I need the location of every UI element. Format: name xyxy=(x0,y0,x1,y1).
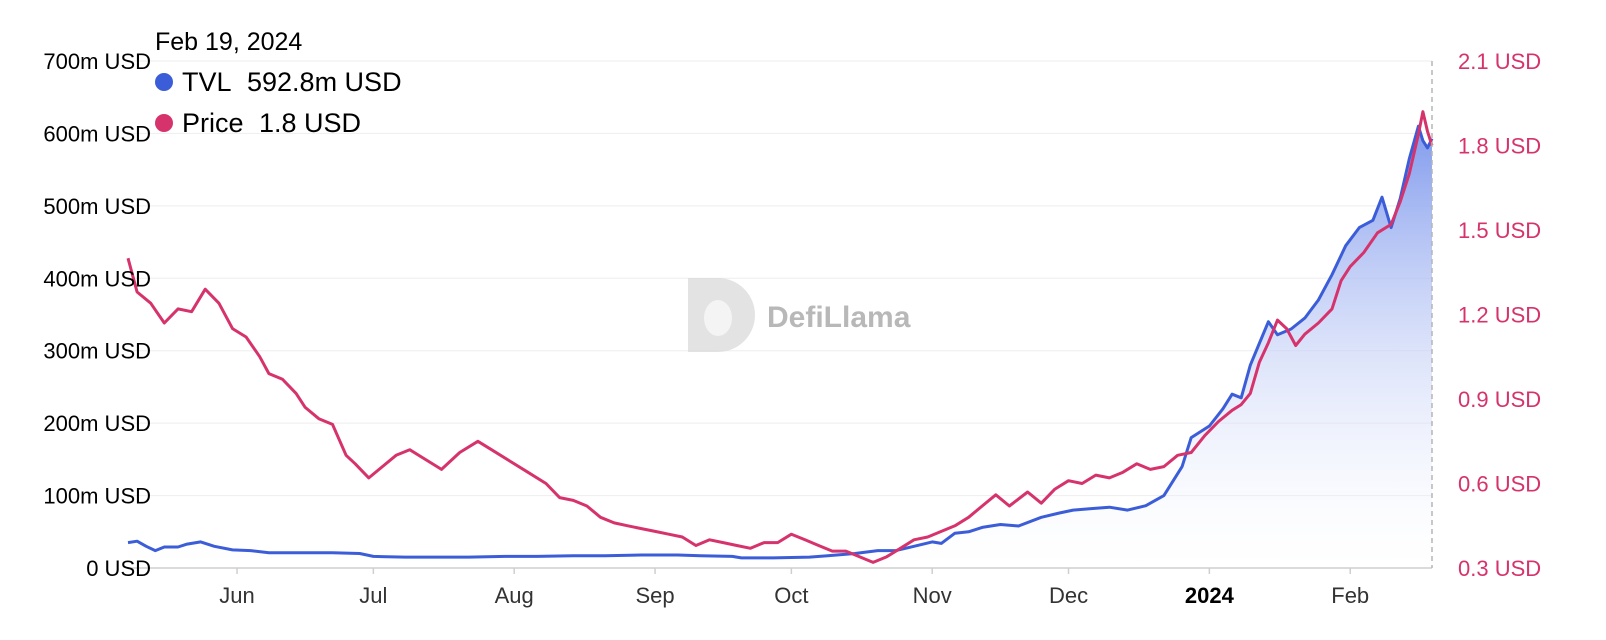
grid-lines xyxy=(128,60,1432,497)
tooltip: Feb 19, 2024 TVL 592.8m USD Price 1.8 US… xyxy=(155,28,402,138)
y-left-tick-label: 500m USD xyxy=(43,194,151,219)
x-tick-label: 2024 xyxy=(1185,583,1235,608)
y-left-tick-label: 400m USD xyxy=(43,266,151,291)
x-tick-label: Dec xyxy=(1049,583,1088,608)
x-tick-label: Feb xyxy=(1331,583,1369,608)
left-y-axis-ticks: 0 USD 100m USD 200m USD 300m USD 400m USD 500… xyxy=(43,49,151,581)
y-left-tick-label: 300m USD xyxy=(43,339,151,364)
y-left-tick-label: 700m USD xyxy=(43,49,151,74)
legend-item-tvl[interactable]: TVL 592.8m USD xyxy=(155,67,402,97)
price-dot-icon xyxy=(155,114,173,132)
x-tick-label: Jul xyxy=(359,583,387,608)
legend-price-value: 1.8 USD xyxy=(259,108,361,138)
y-left-tick-label: 100m USD xyxy=(43,484,151,509)
tooltip-date: Feb 19, 2024 xyxy=(155,28,302,56)
x-tick-label: Aug xyxy=(495,583,534,608)
watermark-text: DefiLlama xyxy=(767,301,911,334)
y-right-tick-label: 0.3 USD xyxy=(1458,556,1541,581)
axes-layer xyxy=(128,61,1433,569)
y-right-tick-label: 0.6 USD xyxy=(1458,472,1541,497)
x-tick-label: Oct xyxy=(774,583,808,608)
x-tick-label: Nov xyxy=(913,583,952,608)
price-series-line xyxy=(126,110,1434,564)
y-left-tick-label: 600m USD xyxy=(43,121,151,146)
y-right-tick-label: 1.2 USD xyxy=(1458,303,1541,328)
y-left-tick-label: 0 USD xyxy=(86,556,151,581)
tvl-area xyxy=(128,126,1432,568)
y-right-tick-label: 0.9 USD xyxy=(1458,387,1541,412)
defillama-watermark: DefiLlama xyxy=(688,278,911,352)
y-right-tick-label: 2.1 USD xyxy=(1458,49,1541,74)
tvl-dot-icon xyxy=(155,73,173,91)
tvl-series-line xyxy=(127,124,1434,560)
y-right-tick-label: 1.8 USD xyxy=(1458,134,1541,159)
y-right-tick-label: 1.5 USD xyxy=(1458,218,1541,243)
x-tick-label: Jun xyxy=(219,583,254,608)
y-left-tick-label: 200m USD xyxy=(43,411,151,436)
legend-tvl-value: 592.8m USD xyxy=(247,67,402,97)
x-axis-ticks: Jun Jul Aug Sep Oct Nov Dec 2024 Feb xyxy=(219,568,1369,608)
series-layer xyxy=(126,110,1434,568)
legend-tvl-label: TVL xyxy=(182,67,232,97)
right-y-axis-ticks: 0.3 USD 0.6 USD 0.9 USD 1.2 USD 1.5 USD 1.8 U… xyxy=(1458,49,1541,581)
llama-face-icon xyxy=(704,300,732,336)
legend-price-label: Price xyxy=(182,108,244,138)
x-tick-label: Sep xyxy=(635,583,674,608)
legend-item-price[interactable]: Price 1.8 USD xyxy=(155,108,361,138)
